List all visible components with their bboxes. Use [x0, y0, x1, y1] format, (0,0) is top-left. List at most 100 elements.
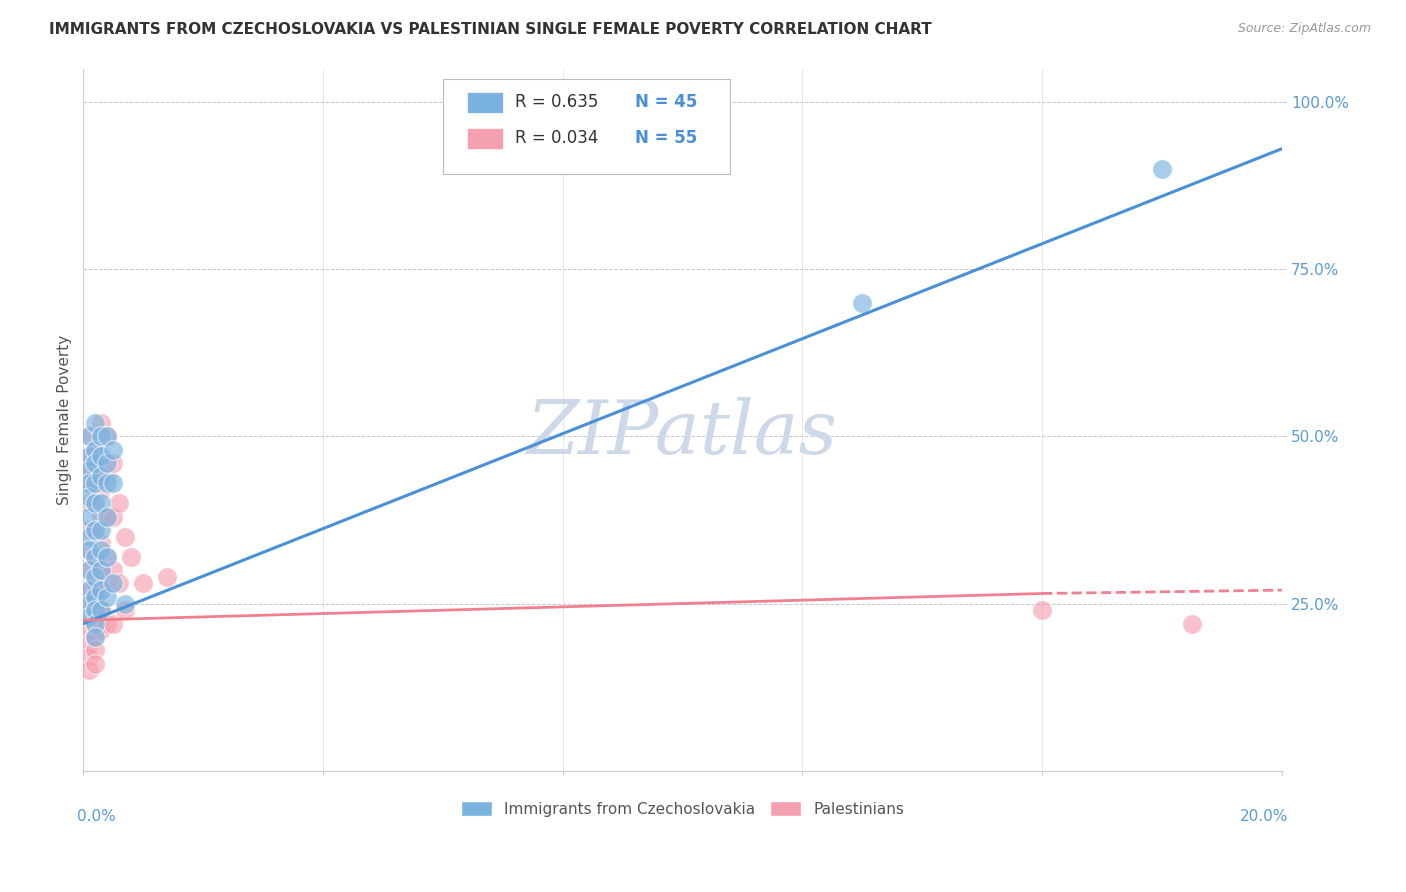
Point — [84, 549, 107, 564]
Point — [79, 597, 101, 611]
Text: R = 0.635: R = 0.635 — [515, 93, 598, 111]
Point — [79, 476, 101, 491]
Point — [79, 563, 101, 577]
Point — [84, 570, 107, 584]
Point — [96, 549, 118, 564]
Point — [79, 523, 101, 537]
Point — [79, 450, 101, 464]
Point — [1031, 603, 1053, 617]
Point — [79, 610, 101, 624]
Point — [1181, 616, 1204, 631]
Point — [84, 523, 107, 537]
Point — [79, 530, 101, 544]
Point — [108, 576, 131, 591]
Point — [96, 576, 118, 591]
Point — [79, 563, 101, 577]
Point — [84, 616, 107, 631]
Point — [96, 456, 118, 470]
Point — [96, 429, 118, 443]
Point — [79, 543, 101, 558]
Point — [90, 536, 112, 550]
Point — [79, 664, 101, 678]
Point — [84, 630, 107, 644]
Point — [84, 523, 107, 537]
Point — [79, 543, 101, 558]
Point — [132, 576, 155, 591]
Point — [79, 496, 101, 510]
Point — [84, 456, 107, 470]
Point — [90, 416, 112, 430]
Point — [90, 603, 112, 617]
Point — [79, 490, 101, 504]
Point — [90, 583, 112, 598]
Point — [108, 496, 131, 510]
Bar — [467, 92, 503, 112]
Point — [79, 650, 101, 665]
Point — [79, 597, 101, 611]
Point — [84, 643, 107, 657]
Point — [114, 597, 136, 611]
Point — [120, 549, 142, 564]
Point — [96, 549, 118, 564]
Point — [79, 637, 101, 651]
Point — [84, 576, 107, 591]
Point — [103, 576, 125, 591]
Text: Source: ZipAtlas.com: Source: ZipAtlas.com — [1237, 22, 1371, 36]
Point — [90, 624, 112, 638]
Point — [90, 450, 112, 464]
Point — [84, 603, 107, 617]
Text: N = 55: N = 55 — [634, 129, 697, 147]
Point — [84, 476, 107, 491]
Point — [156, 570, 179, 584]
Text: ZIPatlas: ZIPatlas — [527, 398, 838, 470]
Point — [90, 456, 112, 470]
Point — [96, 509, 118, 524]
Point — [103, 442, 125, 457]
Point — [84, 657, 107, 671]
FancyBboxPatch shape — [443, 79, 731, 174]
Point — [84, 630, 107, 644]
Point — [84, 496, 107, 510]
Point — [79, 450, 101, 464]
Point — [114, 530, 136, 544]
Point — [90, 496, 112, 510]
Point — [96, 469, 118, 483]
Point — [79, 429, 101, 443]
Point — [90, 429, 112, 443]
Point — [84, 442, 107, 457]
Point — [79, 463, 101, 477]
Point — [79, 509, 101, 524]
Point — [96, 429, 118, 443]
Point — [79, 476, 101, 491]
Point — [96, 590, 118, 604]
Point — [103, 456, 125, 470]
Text: IMMIGRANTS FROM CZECHOSLOVAKIA VS PALESTINIAN SINGLE FEMALE POVERTY CORRELATION : IMMIGRANTS FROM CZECHOSLOVAKIA VS PALEST… — [49, 22, 932, 37]
Point — [90, 603, 112, 617]
Point — [79, 583, 101, 598]
Point — [79, 463, 101, 477]
Point — [84, 416, 107, 430]
Point — [103, 509, 125, 524]
Point — [851, 295, 873, 310]
Point — [114, 603, 136, 617]
Point — [96, 509, 118, 524]
Bar — [467, 128, 503, 149]
Point — [90, 583, 112, 598]
Point — [96, 616, 118, 631]
Point — [79, 610, 101, 624]
Legend: Immigrants from Czechoslovakia, Palestinians: Immigrants from Czechoslovakia, Palestin… — [456, 795, 910, 822]
Point — [84, 469, 107, 483]
Point — [103, 563, 125, 577]
Point — [103, 616, 125, 631]
Point — [90, 563, 112, 577]
Point — [90, 543, 112, 558]
Point — [90, 523, 112, 537]
Point — [79, 429, 101, 443]
Point — [90, 563, 112, 577]
Point — [90, 509, 112, 524]
Point — [84, 549, 107, 564]
Text: N = 45: N = 45 — [634, 93, 697, 111]
Point — [79, 624, 101, 638]
Point — [84, 603, 107, 617]
Point — [79, 583, 101, 598]
